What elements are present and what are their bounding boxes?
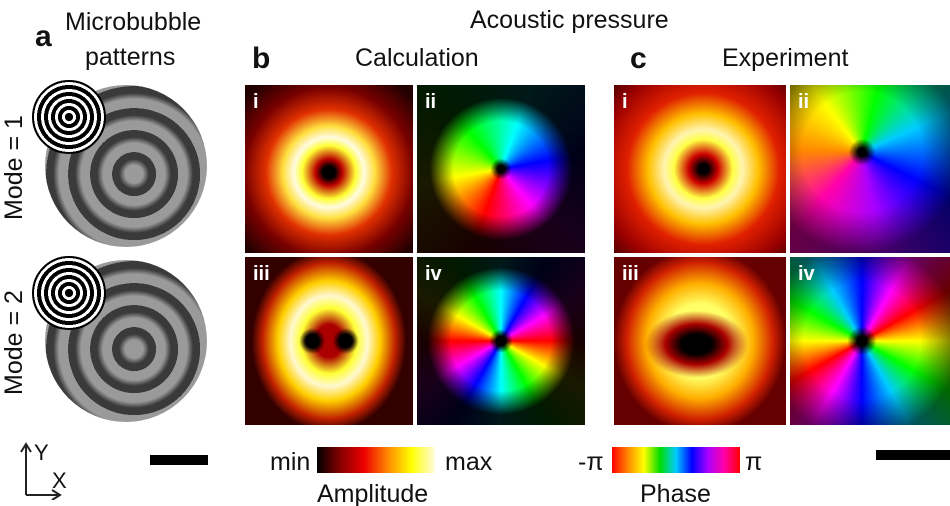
tile-label: i — [253, 91, 259, 114]
amplitude-map: i — [245, 85, 413, 253]
panel-title: Calculation — [355, 46, 479, 71]
row-label: Mode = 2 — [2, 290, 27, 395]
tile-label: iii — [253, 263, 270, 286]
tile-label: ii — [425, 91, 436, 114]
phase-map: ii — [417, 85, 585, 253]
colorbar-label: min — [270, 450, 310, 475]
phase-map: ii — [790, 85, 950, 253]
axis-label: Y — [34, 442, 49, 464]
colorbar-label: -π — [578, 450, 604, 475]
row-label: Mode = 1 — [2, 115, 27, 220]
phase-colorbar — [612, 447, 740, 473]
panel-label: b — [252, 44, 270, 74]
tile-label: iii — [622, 263, 639, 286]
panel-label: c — [630, 44, 647, 74]
panel-title: Microbubble — [65, 10, 201, 35]
panel-title: patterns — [85, 45, 175, 70]
phase-map: iv — [790, 257, 950, 425]
panel-title: Experiment — [722, 46, 848, 71]
tile-label: ii — [798, 91, 809, 114]
spiral-inset — [32, 256, 106, 330]
phase-map: iv — [417, 257, 585, 425]
panel-label: a — [35, 22, 52, 52]
scale-bar — [150, 455, 208, 465]
colorbar-title: Phase — [640, 482, 711, 506]
amplitude-map: iii — [245, 257, 413, 425]
tile-label: i — [622, 91, 628, 114]
axis-label: X — [52, 470, 67, 492]
scale-bar — [876, 450, 950, 460]
colorbar-title: Amplitude — [317, 482, 428, 506]
spiral-inset — [32, 80, 106, 154]
header: Acoustic pressure — [470, 8, 669, 33]
tile-label: iv — [425, 263, 442, 286]
amplitude-colorbar — [317, 447, 435, 473]
colorbar-label: max — [445, 450, 492, 475]
tile-label: iv — [798, 263, 815, 286]
colorbar-label: π — [745, 450, 762, 475]
amplitude-map: i — [614, 85, 786, 253]
amplitude-map: iii — [614, 257, 786, 425]
figure: a Microbubble patterns Mode = 1 Mode = 2… — [0, 0, 950, 506]
